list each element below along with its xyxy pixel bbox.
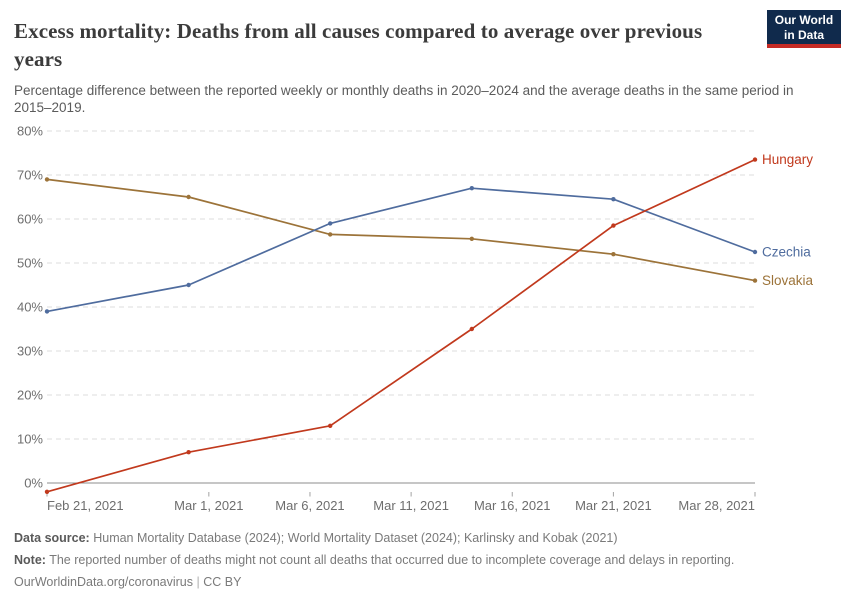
owid-logo-line1: Our World — [774, 13, 834, 27]
chart-title: Excess mortality: Deaths from all causes… — [14, 19, 703, 71]
note-text: The reported number of deaths might not … — [49, 553, 735, 567]
owid-logo-line2: in Data — [783, 28, 824, 42]
y-axis-tick-label: 10% — [17, 432, 43, 447]
x-axis-tick-label: Mar 16, 2021 — [474, 498, 551, 513]
chart-subtitle: Percentage difference between the report… — [14, 83, 794, 115]
datasource-label: Data source: — [14, 531, 90, 545]
data-point-czechia[interactable] — [752, 249, 758, 255]
y-axis-tick-label: 20% — [17, 388, 43, 403]
data-point-slovakia[interactable] — [186, 194, 191, 200]
x-axis-tick-label: Mar 11, 2021 — [373, 498, 449, 513]
series-line-slovakia[interactable] — [46, 178, 756, 282]
chart-header: Excess mortality: Deaths from all causes… — [0, 0, 850, 116]
data-point-slovakia[interactable] — [44, 177, 50, 182]
x-axis-tick-label: Mar 28, 2021 — [678, 498, 755, 513]
note-label: Note: — [14, 553, 46, 567]
y-axis-tick-label: 80% — [17, 124, 43, 139]
x-axis-tick-label: Mar 6, 2021 — [275, 498, 344, 513]
series-line-czechia[interactable] — [46, 187, 756, 313]
datasource-line: Data source: Human Mortality Database (2… — [14, 527, 836, 549]
y-axis-tick-label: 70% — [17, 168, 43, 183]
data-point-hungary[interactable] — [469, 326, 474, 332]
owid-logo: Our World in Data — [767, 10, 841, 48]
data-point-slovakia[interactable] — [469, 236, 474, 241]
data-point-czechia[interactable] — [611, 197, 616, 202]
data-point-czechia[interactable] — [469, 186, 474, 191]
series-label-czechia[interactable]: Czechia — [762, 245, 811, 260]
data-point-czechia[interactable] — [44, 309, 50, 314]
data-point-hungary[interactable] — [328, 423, 333, 428]
series-label-slovakia[interactable]: Slovakia — [762, 273, 814, 288]
y-axis-tick-label: 50% — [17, 256, 43, 271]
data-point-hungary[interactable] — [611, 223, 616, 228]
data-point-hungary[interactable] — [186, 450, 191, 455]
excess-mortality-line-chart: 0% 10% 20% 30% 40% 50% 60% 70% 80% Feb 21, 2021 Ma… — [17, 124, 814, 514]
data-point-slovakia[interactable] — [611, 252, 616, 257]
data-point-slovakia[interactable] — [752, 278, 758, 283]
y-axis-tick-label: 30% — [17, 344, 43, 359]
cc-by-link[interactable]: CC BY — [203, 575, 242, 589]
data-point-czechia[interactable] — [186, 282, 191, 288]
data-point-slovakia[interactable] — [328, 232, 333, 237]
series-line-hungary[interactable] — [46, 158, 756, 493]
series-label-hungary[interactable]: Hungary — [762, 152, 813, 167]
owid-coronavirus-link[interactable]: OurWorldinData.org/coronavirus — [14, 575, 194, 589]
license-line: OurWorldinData.org/coronavirus | CC BY — [14, 571, 836, 593]
data-point-hungary[interactable] — [44, 489, 50, 494]
y-axis-tick-label: 40% — [17, 300, 43, 315]
license-separator: | — [196, 575, 200, 589]
y-axis-tick-label: 0% — [24, 476, 43, 491]
x-axis-tick-label: Mar 21, 2021 — [575, 498, 652, 513]
data-point-hungary[interactable] — [752, 157, 758, 162]
x-axis-tick-label: Feb 21, 2021 — [47, 498, 124, 513]
y-axis-tick-label: 60% — [17, 212, 43, 227]
x-axis-tick-label: Mar 1, 2021 — [174, 498, 243, 513]
datasource-text: Human Mortality Database (2024); World M… — [93, 531, 618, 545]
chart-footer: Data source: Human Mortality Database (2… — [14, 527, 836, 593]
data-point-czechia[interactable] — [328, 221, 333, 226]
note-line: Note: The reported number of deaths migh… — [14, 549, 836, 571]
